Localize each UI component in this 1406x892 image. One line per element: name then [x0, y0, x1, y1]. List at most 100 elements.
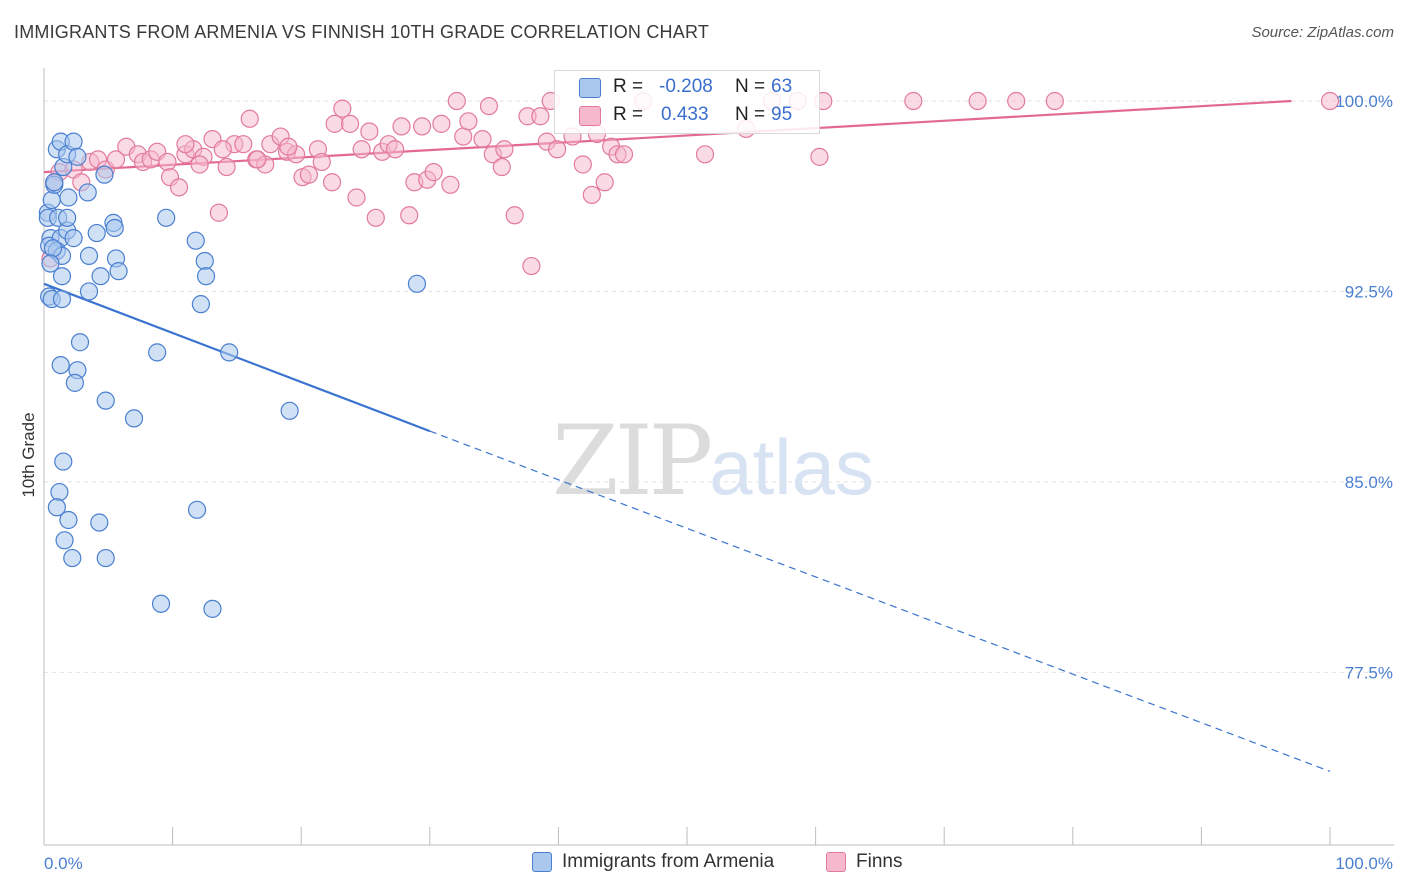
legend-r-value: 0.433 — [661, 104, 709, 125]
legend-row-armenia: R = -0.208 N = 63 — [555, 73, 819, 101]
finns-point — [548, 140, 567, 159]
finns-point — [312, 152, 331, 172]
finns-point — [582, 185, 601, 205]
armenia-point — [78, 183, 97, 202]
finns-point — [392, 117, 411, 136]
finns-point — [424, 163, 443, 182]
armenia-point — [79, 246, 99, 266]
armenia-point — [157, 208, 176, 227]
armenia-point — [105, 218, 124, 238]
armenia-point — [55, 531, 74, 550]
armenia-point — [52, 267, 72, 286]
armenia-point — [59, 188, 78, 207]
finns-point — [904, 91, 923, 111]
armenia-point — [91, 267, 110, 286]
finns-point — [432, 114, 451, 133]
armenia-point — [51, 355, 70, 375]
finns-point — [531, 107, 550, 126]
armenia-point — [407, 274, 427, 293]
legend-n-value: 63 — [771, 76, 793, 97]
y-axis-title: 10th Grade — [19, 412, 38, 497]
legend-swatch-finns — [579, 106, 601, 126]
legend-n-label: N = — [735, 104, 766, 125]
finns-point — [333, 99, 352, 118]
finns-point — [366, 208, 385, 227]
finns-point — [158, 152, 177, 172]
finns-point — [1320, 91, 1340, 111]
watermark-zip: ZIP — [552, 405, 713, 517]
armenia-point — [195, 251, 214, 271]
finns-point — [234, 135, 253, 154]
legend-swatch-finns — [826, 851, 846, 872]
finns-point — [441, 175, 460, 194]
finns-point — [454, 127, 473, 146]
legend-n-label: N = — [735, 76, 766, 97]
finns-point — [595, 173, 614, 192]
armenia-point — [96, 548, 115, 568]
armenia-point — [63, 548, 82, 568]
finns-point — [209, 203, 228, 222]
bottom-legend: Immigrants from Armenia Finns — [0, 851, 1406, 877]
armenia-point — [220, 343, 239, 362]
legend-n-value: 95 — [771, 104, 793, 125]
armenia-point — [50, 482, 69, 502]
y-tick-label: 92.5% — [1345, 282, 1393, 301]
finns-point — [106, 150, 126, 169]
armenia-point — [65, 373, 84, 392]
finns-point — [360, 122, 379, 141]
armenia-point — [187, 500, 207, 519]
armenia-point — [90, 513, 109, 532]
legend-swatch-armenia — [532, 851, 552, 872]
chart-title: IMMIGRANTS FROM ARMENIA VS FINNISH 10TH … — [14, 22, 710, 42]
finns-point — [695, 145, 715, 164]
legend-swatch-armenia — [579, 78, 601, 98]
legend-item-finns: Finns — [826, 851, 902, 877]
armenia-point — [87, 223, 106, 243]
armenia-point — [41, 254, 60, 273]
armenia-point — [148, 343, 167, 362]
source-label: Source: ZipAtlas.com — [1251, 24, 1394, 41]
armenia-point — [58, 208, 77, 227]
armenia-point — [70, 333, 90, 352]
stats-legend: R = -0.208 N = 63 R = 0.433 N = 95 — [554, 70, 820, 134]
finns-point — [240, 109, 259, 128]
finns-point — [492, 157, 511, 177]
armenia-point — [64, 132, 83, 151]
armenia-trend-dashed — [429, 430, 1331, 772]
armenia-point — [45, 173, 64, 192]
finns-point — [169, 178, 189, 197]
legend-item-armenia: Immigrants from Armenia — [532, 851, 774, 877]
finns-point — [279, 137, 298, 156]
armenia-point — [42, 190, 61, 210]
finns-point — [400, 206, 419, 225]
finns-point — [573, 155, 592, 174]
finns-point — [495, 140, 514, 159]
legend-label-armenia: Immigrants from Armenia — [562, 851, 775, 872]
armenia-point — [59, 510, 78, 530]
armenia-point — [280, 401, 299, 420]
armenia-point — [151, 594, 171, 613]
armenia-point — [186, 231, 205, 250]
finns-point — [1007, 91, 1026, 111]
finns-point — [213, 140, 232, 159]
watermark: ZIPatlas — [552, 405, 874, 517]
finns-point — [325, 114, 344, 133]
finns-point — [473, 129, 492, 149]
armenia-point — [47, 498, 66, 517]
finns-point — [322, 173, 342, 192]
armenia-point — [124, 409, 144, 428]
armenia-trend-solid — [43, 282, 431, 433]
armenia-point — [54, 452, 73, 471]
finns-point — [479, 96, 499, 116]
armenia-point — [96, 391, 115, 410]
watermark-atlas: atlas — [709, 423, 874, 511]
legend-label-finns: Finns — [856, 851, 903, 872]
finns-point — [347, 188, 366, 207]
armenia-point — [68, 147, 87, 166]
legend-r-label: R = — [613, 104, 644, 125]
finns-point — [176, 135, 195, 154]
gridlines — [44, 100, 1394, 673]
axes — [43, 68, 1394, 846]
y-tick-label: 100.0% — [1335, 92, 1393, 111]
